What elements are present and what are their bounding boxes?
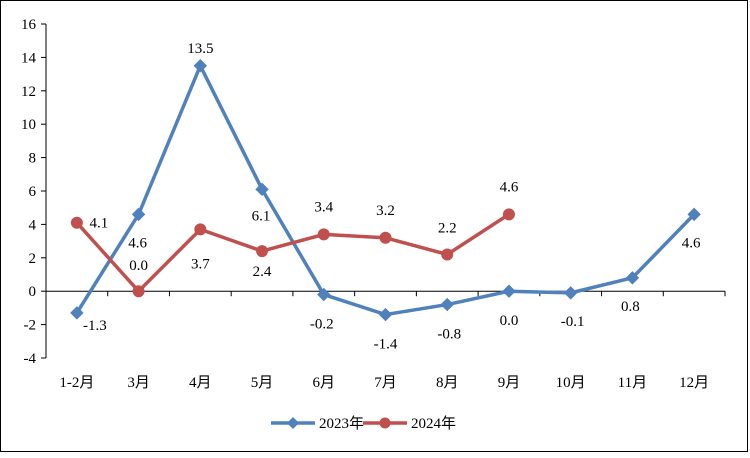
y-tick-label: 14: [21, 50, 37, 66]
x-tick-label: 7月: [374, 375, 397, 391]
data-label-2023年: 13.5: [187, 41, 213, 57]
data-point-2023年: [193, 59, 208, 73]
data-label-2023年: -0.2: [310, 317, 334, 333]
data-point-2024年: [70, 216, 83, 229]
y-tick-label: 10: [21, 117, 36, 133]
data-point-2024年: [502, 208, 515, 221]
series-line-2023年: [75, 64, 696, 317]
data-label-2023年: 4.6: [682, 235, 701, 251]
data-label-2023年: 6.1: [252, 208, 271, 224]
y-tick-label: 0: [29, 284, 37, 300]
data-point-2024年: [379, 231, 392, 244]
legend: 2023年 2024年: [271, 415, 456, 432]
x-tick-label: 4月: [189, 375, 212, 391]
data-label-2023年: -0.1: [561, 314, 585, 330]
x-tick-label: 5月: [251, 375, 274, 391]
y-tick-label: -4: [24, 351, 37, 367]
data-label-2023年: 4.6: [128, 235, 147, 251]
data-label-2023年: -1.4: [374, 337, 398, 353]
data-point-2023年: [70, 306, 84, 320]
legend-marker-2024年: [379, 417, 391, 429]
data-label-2024年: 3.7: [191, 256, 210, 272]
data-point-2024年: [441, 248, 454, 261]
data-labels-layer: -1.3 4.6 13.5 6.1 -0.2 -1.4 -0.8 0.0 -0.1 0.8 4.6 4…: [83, 41, 701, 353]
data-point-2023年: [563, 286, 578, 300]
x-tick-label: 9月: [498, 375, 521, 391]
data-point-2024年: [132, 285, 145, 298]
x-tick-label: 12月: [679, 375, 709, 391]
y-tick-label: -2: [24, 318, 37, 334]
data-label-2024年: 4.6: [500, 179, 519, 195]
data-label-2024年: 3.4: [314, 199, 333, 215]
data-point-2023年: [440, 297, 454, 312]
legend-marker-2023年: [287, 417, 299, 429]
y-tick-label: 16: [21, 17, 37, 33]
y-tick-label: 12: [21, 84, 36, 100]
y-tick-label: 4: [29, 217, 37, 233]
series-layer: [70, 59, 701, 322]
legend-label-2024年: 2024年: [411, 415, 456, 432]
series-line-2024年: [75, 212, 510, 293]
data-point-2023年: [131, 207, 146, 222]
y-tick-label: 8: [29, 151, 37, 167]
x-tick-label: 10月: [556, 375, 586, 391]
data-label-2024年: 4.1: [89, 216, 108, 232]
axes-layer: -4 -2 0 2 4 6 8 10 12 14 16 1-2月 3月 4月 5月 6月 7月 8月 9月 10月 11…: [21, 17, 726, 391]
data-label-2023年: 0.0: [500, 313, 519, 329]
x-tick-label: 8月: [436, 375, 459, 391]
data-point-2023年: [378, 307, 393, 322]
data-point-2024年: [256, 245, 269, 258]
data-point-2023年: [687, 207, 701, 222]
data-point-2024年: [317, 228, 330, 241]
y-tick-label: 6: [29, 184, 37, 200]
data-label-2023年: -1.3: [83, 318, 107, 334]
data-point-2024年: [194, 223, 207, 236]
data-label-2023年: -0.8: [437, 327, 461, 343]
data-label-2024年: 2.2: [438, 220, 457, 236]
x-tick-label: 11月: [618, 375, 647, 391]
legend-label-2023年: 2023年: [319, 415, 364, 432]
x-tick-label: 6月: [313, 375, 336, 391]
data-point-2023年: [317, 287, 331, 302]
data-label-2023年: 0.8: [621, 299, 640, 315]
data-point-2023年: [255, 182, 269, 197]
x-tick-label: 1-2月: [59, 375, 94, 391]
data-label-2024年: 2.4: [253, 264, 272, 280]
y-tick-label: 2: [29, 251, 37, 267]
data-label-2024年: 3.2: [376, 203, 395, 219]
data-point-2023年: [625, 271, 640, 285]
x-tick-label: 3月: [127, 375, 150, 391]
data-point-2023年: [502, 284, 516, 298]
data-label-2024年: 0.0: [129, 258, 148, 274]
